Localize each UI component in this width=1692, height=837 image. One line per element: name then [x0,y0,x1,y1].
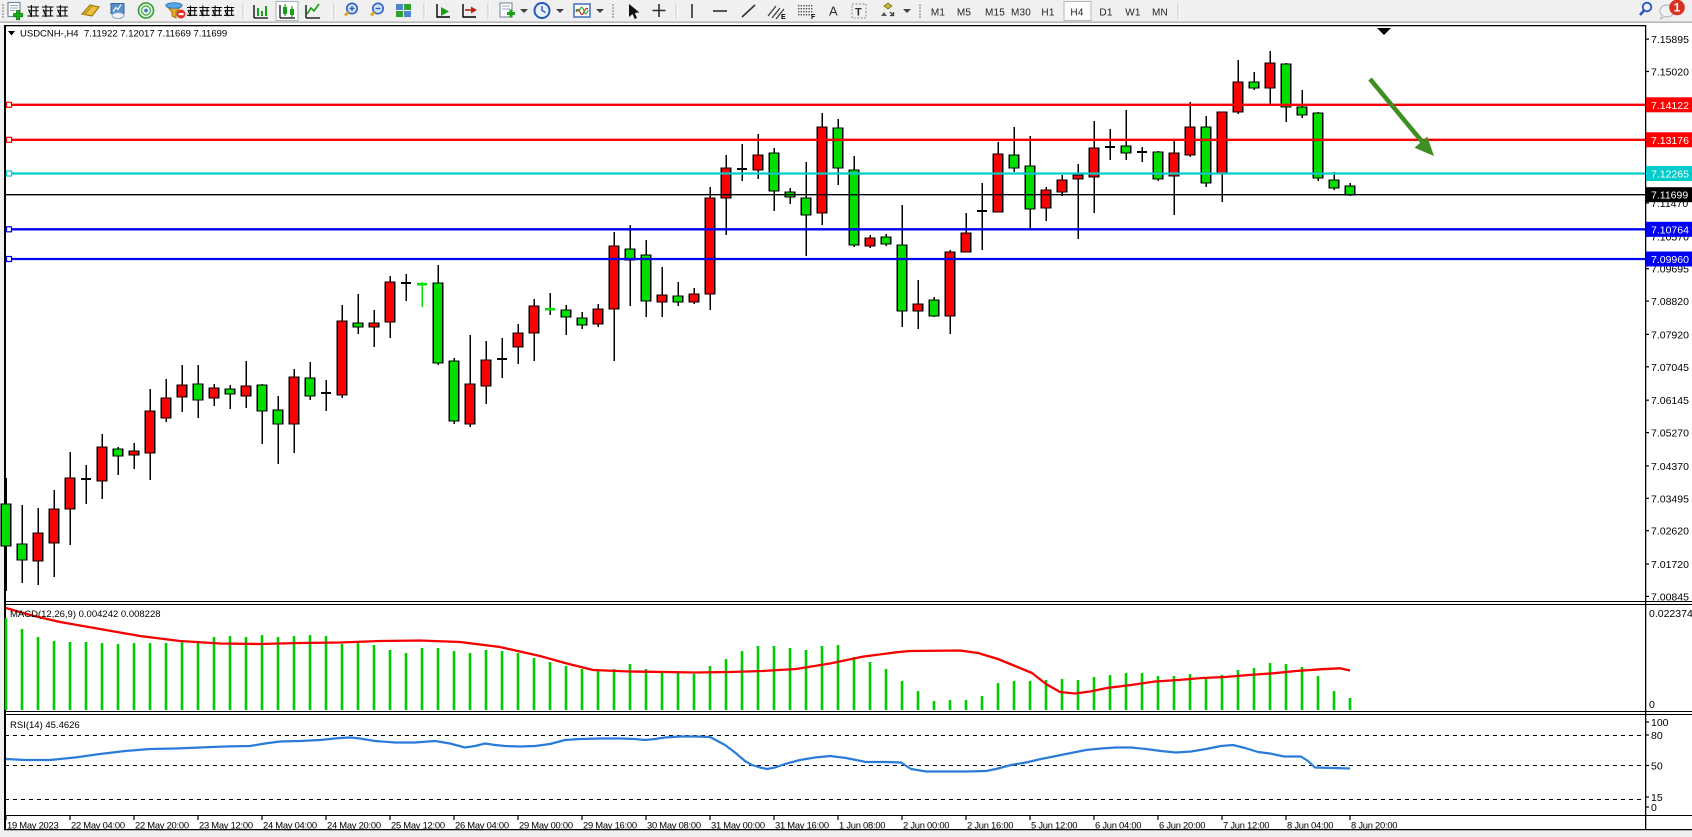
svg-text:26 May 04:00: 26 May 04:00 [455,820,509,831]
svg-text:7.14122: 7.14122 [1651,100,1689,112]
svg-text:M15: M15 [985,8,1005,19]
svg-text:7.15020: 7.15020 [1651,67,1689,79]
svg-text:0: 0 [1649,699,1655,711]
svg-text:7.05270: 7.05270 [1651,428,1689,440]
svg-text:7.01720: 7.01720 [1651,559,1689,571]
svg-text:7.10764: 7.10764 [1651,224,1689,236]
svg-text:M1: M1 [931,8,946,19]
svg-text:7.11922 7.12017 7.11669 7.1169: 7.11922 7.12017 7.11669 7.11699 [84,29,227,40]
svg-text:USDCNH-,H4: USDCNH-,H4 [20,29,79,40]
svg-text:7.04370: 7.04370 [1651,461,1689,473]
svg-text:MN: MN [1152,8,1168,19]
svg-text:F: F [811,14,816,21]
svg-text:7.06145: 7.06145 [1651,395,1689,407]
svg-text:M5: M5 [957,8,972,19]
svg-text:25 May 12:00: 25 May 12:00 [391,820,445,831]
svg-text:A: A [829,4,838,19]
svg-text:7.07920: 7.07920 [1651,329,1689,341]
svg-text:1: 1 [1674,1,1681,15]
svg-text:RSI(14) 45.4626: RSI(14) 45.4626 [10,720,80,731]
svg-text:31 May 00:00: 31 May 00:00 [711,820,765,831]
svg-text:5 Jun 12:00: 5 Jun 12:00 [1031,820,1077,831]
svg-text:22 May 20:00: 22 May 20:00 [135,820,189,831]
svg-text:7.15895: 7.15895 [1651,34,1689,46]
svg-text:W1: W1 [1125,8,1141,19]
svg-text:8 Jun 04:00: 8 Jun 04:00 [1287,820,1333,831]
svg-text:8 Jun 20:00: 8 Jun 20:00 [1351,820,1397,831]
svg-text:1 Jun 08:00: 1 Jun 08:00 [839,820,885,831]
svg-text:H4: H4 [1070,8,1083,19]
svg-text:22 May 04:00: 22 May 04:00 [71,820,125,831]
svg-text:7.12265: 7.12265 [1651,169,1689,181]
svg-text:T: T [855,7,862,19]
svg-text:MACD(12,26,9) 0.004242 0.00822: MACD(12,26,9) 0.004242 0.008228 [10,609,161,620]
svg-text:7.07045: 7.07045 [1651,362,1689,374]
svg-text:24 May 04:00: 24 May 04:00 [263,820,317,831]
svg-text:29 May 16:00: 29 May 16:00 [583,820,637,831]
svg-text:50: 50 [1651,761,1663,773]
svg-text:H1: H1 [1041,8,1054,19]
svg-text:15: 15 [1651,792,1663,804]
svg-text:7.11699: 7.11699 [1651,190,1688,202]
svg-text:M30: M30 [1011,8,1031,19]
svg-text:29 May 00:00: 29 May 00:00 [519,820,573,831]
svg-text:24 May 20:00: 24 May 20:00 [327,820,381,831]
svg-text:7.02620: 7.02620 [1651,526,1689,538]
svg-text:6 Jun 20:00: 6 Jun 20:00 [1159,820,1205,831]
svg-text:19 May 2023: 19 May 2023 [7,820,58,831]
svg-text:100: 100 [1651,717,1669,729]
svg-text:31 May 16:00: 31 May 16:00 [775,820,829,831]
svg-text:80: 80 [1651,730,1663,742]
svg-text:30 May 08:00: 30 May 08:00 [647,820,701,831]
svg-text:7.08820: 7.08820 [1651,296,1689,308]
svg-text:2 Jun 00:00: 2 Jun 00:00 [903,820,949,831]
svg-text:D1: D1 [1099,8,1112,19]
svg-text:7.00845: 7.00845 [1651,591,1689,603]
svg-text:7.03495: 7.03495 [1651,493,1689,505]
svg-text:23 May 12:00: 23 May 12:00 [199,820,253,831]
svg-text:7.09695: 7.09695 [1651,264,1689,276]
svg-text:7 Jun 12:00: 7 Jun 12:00 [1223,820,1269,831]
svg-text:7.09960: 7.09960 [1651,254,1689,266]
svg-text:E: E [781,14,786,21]
svg-text:7.13176: 7.13176 [1651,135,1689,147]
svg-text:0: 0 [1651,802,1657,814]
svg-text:2 Jun 16:00: 2 Jun 16:00 [967,820,1013,831]
svg-text:0.022374: 0.022374 [1649,608,1692,620]
svg-text:6 Jun 04:00: 6 Jun 04:00 [1095,820,1141,831]
